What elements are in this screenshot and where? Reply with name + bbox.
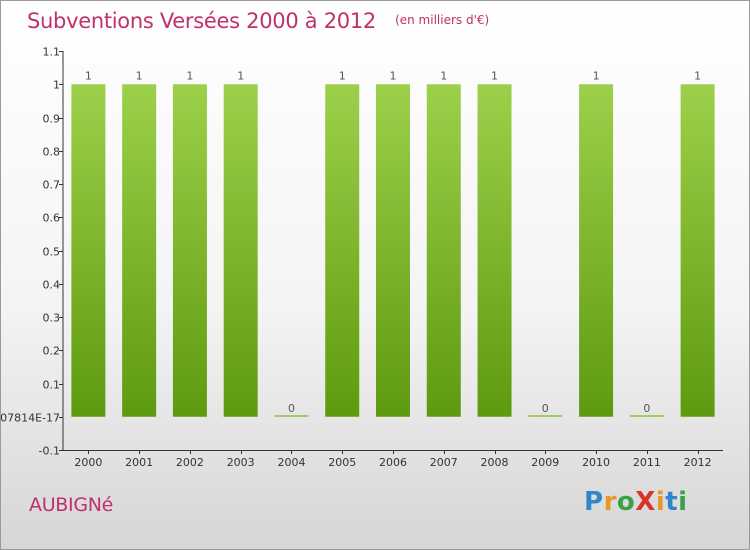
chart-title: Subventions Versées 2000 à 2012 xyxy=(27,9,376,33)
x-tick-label-2009: 2009 xyxy=(531,456,559,469)
y-tick-label: 0.4 xyxy=(43,279,61,292)
data-label-2010: 1 xyxy=(593,69,600,82)
x-tick-label-2006: 2006 xyxy=(379,456,407,469)
y-tick-label: -0.1 xyxy=(39,445,60,458)
y-tick-label: 0.2 xyxy=(43,345,61,358)
data-label-2009: 0 xyxy=(542,402,549,415)
x-axis: 2000 2001 2002 2003 2004 2005 2006 2007 2008 2009… xyxy=(63,450,723,469)
x-tick-label-2003: 2003 xyxy=(227,456,255,469)
y-tick-label: 0.9 xyxy=(43,113,61,126)
x-tick-label-2008: 2008 xyxy=(481,456,509,469)
data-label-2003: 1 xyxy=(237,69,244,82)
bar-2012[interactable] xyxy=(680,84,715,417)
data-label-2001: 1 xyxy=(136,69,143,82)
x-tick-label-2012: 2012 xyxy=(684,456,712,469)
x-tick-label-2007: 2007 xyxy=(430,456,458,469)
bar-2006[interactable] xyxy=(376,84,410,417)
y-tick-label: 0.8 xyxy=(43,146,61,159)
title-row: Subventions Versées 2000 à 2012 (en mill… xyxy=(27,9,489,33)
bars: 1 1 1 1 0 1 1 1 1 0 1 0 1 xyxy=(71,69,715,417)
bar-2002[interactable] xyxy=(172,84,207,417)
chart-subtitle: (en milliers d'€) xyxy=(395,13,490,27)
bar-2005[interactable] xyxy=(325,84,360,417)
y-tick-label: 1.3877787807814E-17 xyxy=(1,412,60,425)
y-tick-label: 0.5 xyxy=(43,246,61,259)
y-tick-label: 1 xyxy=(53,79,60,92)
y-tick-label: 1.1 xyxy=(43,46,61,59)
x-tick-label-2002: 2002 xyxy=(176,456,204,469)
y-axis: -0.1 1.3877787807814E-17 0.1 0.2 0.3 0.4 0.5 0.… xyxy=(1,46,64,458)
x-tick-label-2010: 2010 xyxy=(582,456,610,469)
y-tick-label: 0.6 xyxy=(43,212,61,225)
x-tick-label-2005: 2005 xyxy=(328,456,356,469)
x-tick-label-2011: 2011 xyxy=(633,456,661,469)
bar-2000[interactable] xyxy=(71,84,106,417)
data-label-2007: 1 xyxy=(440,69,447,82)
data-label-2012: 1 xyxy=(694,69,701,82)
bar-2010[interactable] xyxy=(579,84,614,417)
data-label-2002: 1 xyxy=(186,69,193,82)
data-label-2004: 0 xyxy=(288,402,295,415)
bar-2011[interactable] xyxy=(629,415,664,417)
bar-2007[interactable] xyxy=(426,84,461,417)
y-tick-label: 0.1 xyxy=(43,379,61,392)
x-tick-label-2001: 2001 xyxy=(125,456,153,469)
bar-2003[interactable] xyxy=(223,84,258,417)
bar-2004[interactable] xyxy=(274,415,309,417)
y-tick-label: 0.3 xyxy=(43,312,61,325)
data-label-2000: 1 xyxy=(85,69,92,82)
data-label-2008: 1 xyxy=(491,69,498,82)
bar-2008[interactable] xyxy=(477,84,512,417)
data-label-2005: 1 xyxy=(339,69,346,82)
x-tick-label-2000: 2000 xyxy=(74,456,102,469)
proxiti-logo[interactable]: ProXiti xyxy=(584,487,688,517)
x-tick-label-2004: 2004 xyxy=(277,456,305,469)
data-label-2006: 1 xyxy=(390,69,397,82)
y-tick-label: 0.7 xyxy=(43,179,61,192)
bar-2001[interactable] xyxy=(122,84,157,417)
commune-name: AUBIGNé xyxy=(29,494,114,516)
data-label-2011: 0 xyxy=(643,402,650,415)
bar-2009[interactable] xyxy=(528,415,563,417)
